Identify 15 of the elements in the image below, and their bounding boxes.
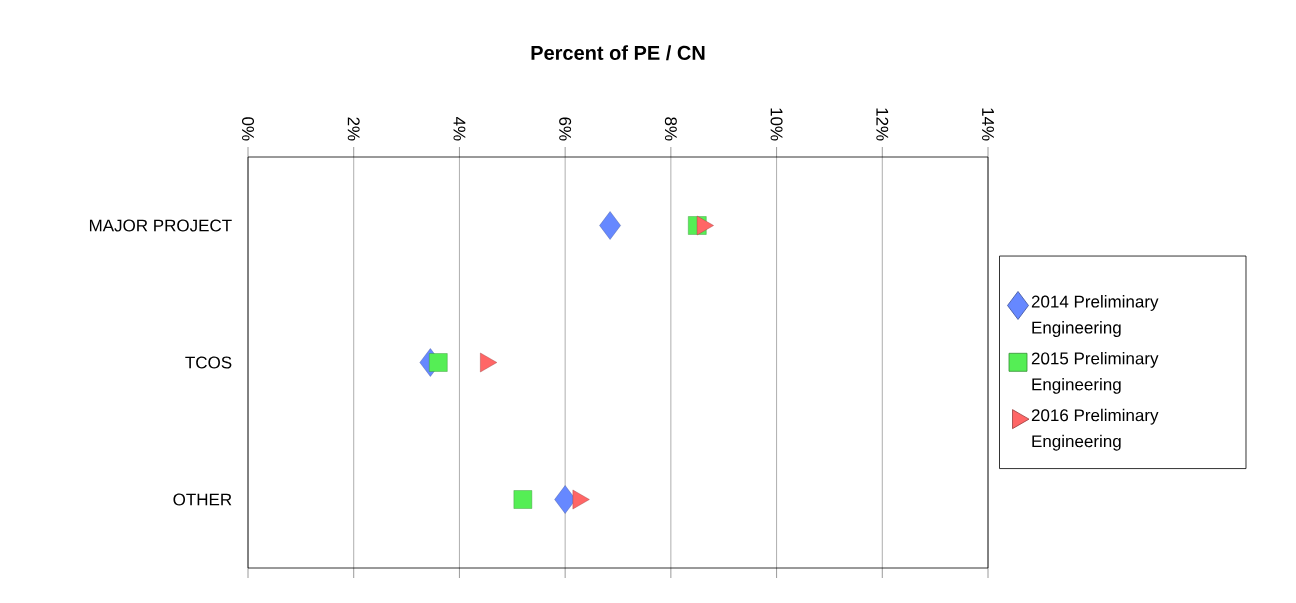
x-tick-label: 4% bbox=[453, 116, 466, 141]
x-tick-label: 10% bbox=[770, 108, 783, 141]
y-tick-label: TCOS bbox=[185, 356, 232, 369]
y-tick-label: MAJOR PROJECT bbox=[89, 219, 232, 232]
legend-label: 2015 Preliminary Engineering bbox=[1031, 351, 1159, 394]
x-tick-label: 12% bbox=[876, 108, 889, 141]
x-tick-label: 6% bbox=[559, 117, 572, 141]
x-tick-label: 8% bbox=[664, 117, 677, 141]
y-tick-label: OTHER bbox=[173, 493, 232, 506]
x-tick-label: 2% bbox=[347, 117, 360, 141]
x-tick-label: 14% bbox=[982, 108, 994, 141]
legend-label: 2016 Preliminary Engineering bbox=[1031, 408, 1159, 451]
legend-label: 2014 Preliminary Engineering bbox=[1031, 295, 1159, 337]
x-tick-label: 0% bbox=[241, 117, 255, 141]
chart-title: Percent of PE / CN bbox=[531, 45, 705, 61]
